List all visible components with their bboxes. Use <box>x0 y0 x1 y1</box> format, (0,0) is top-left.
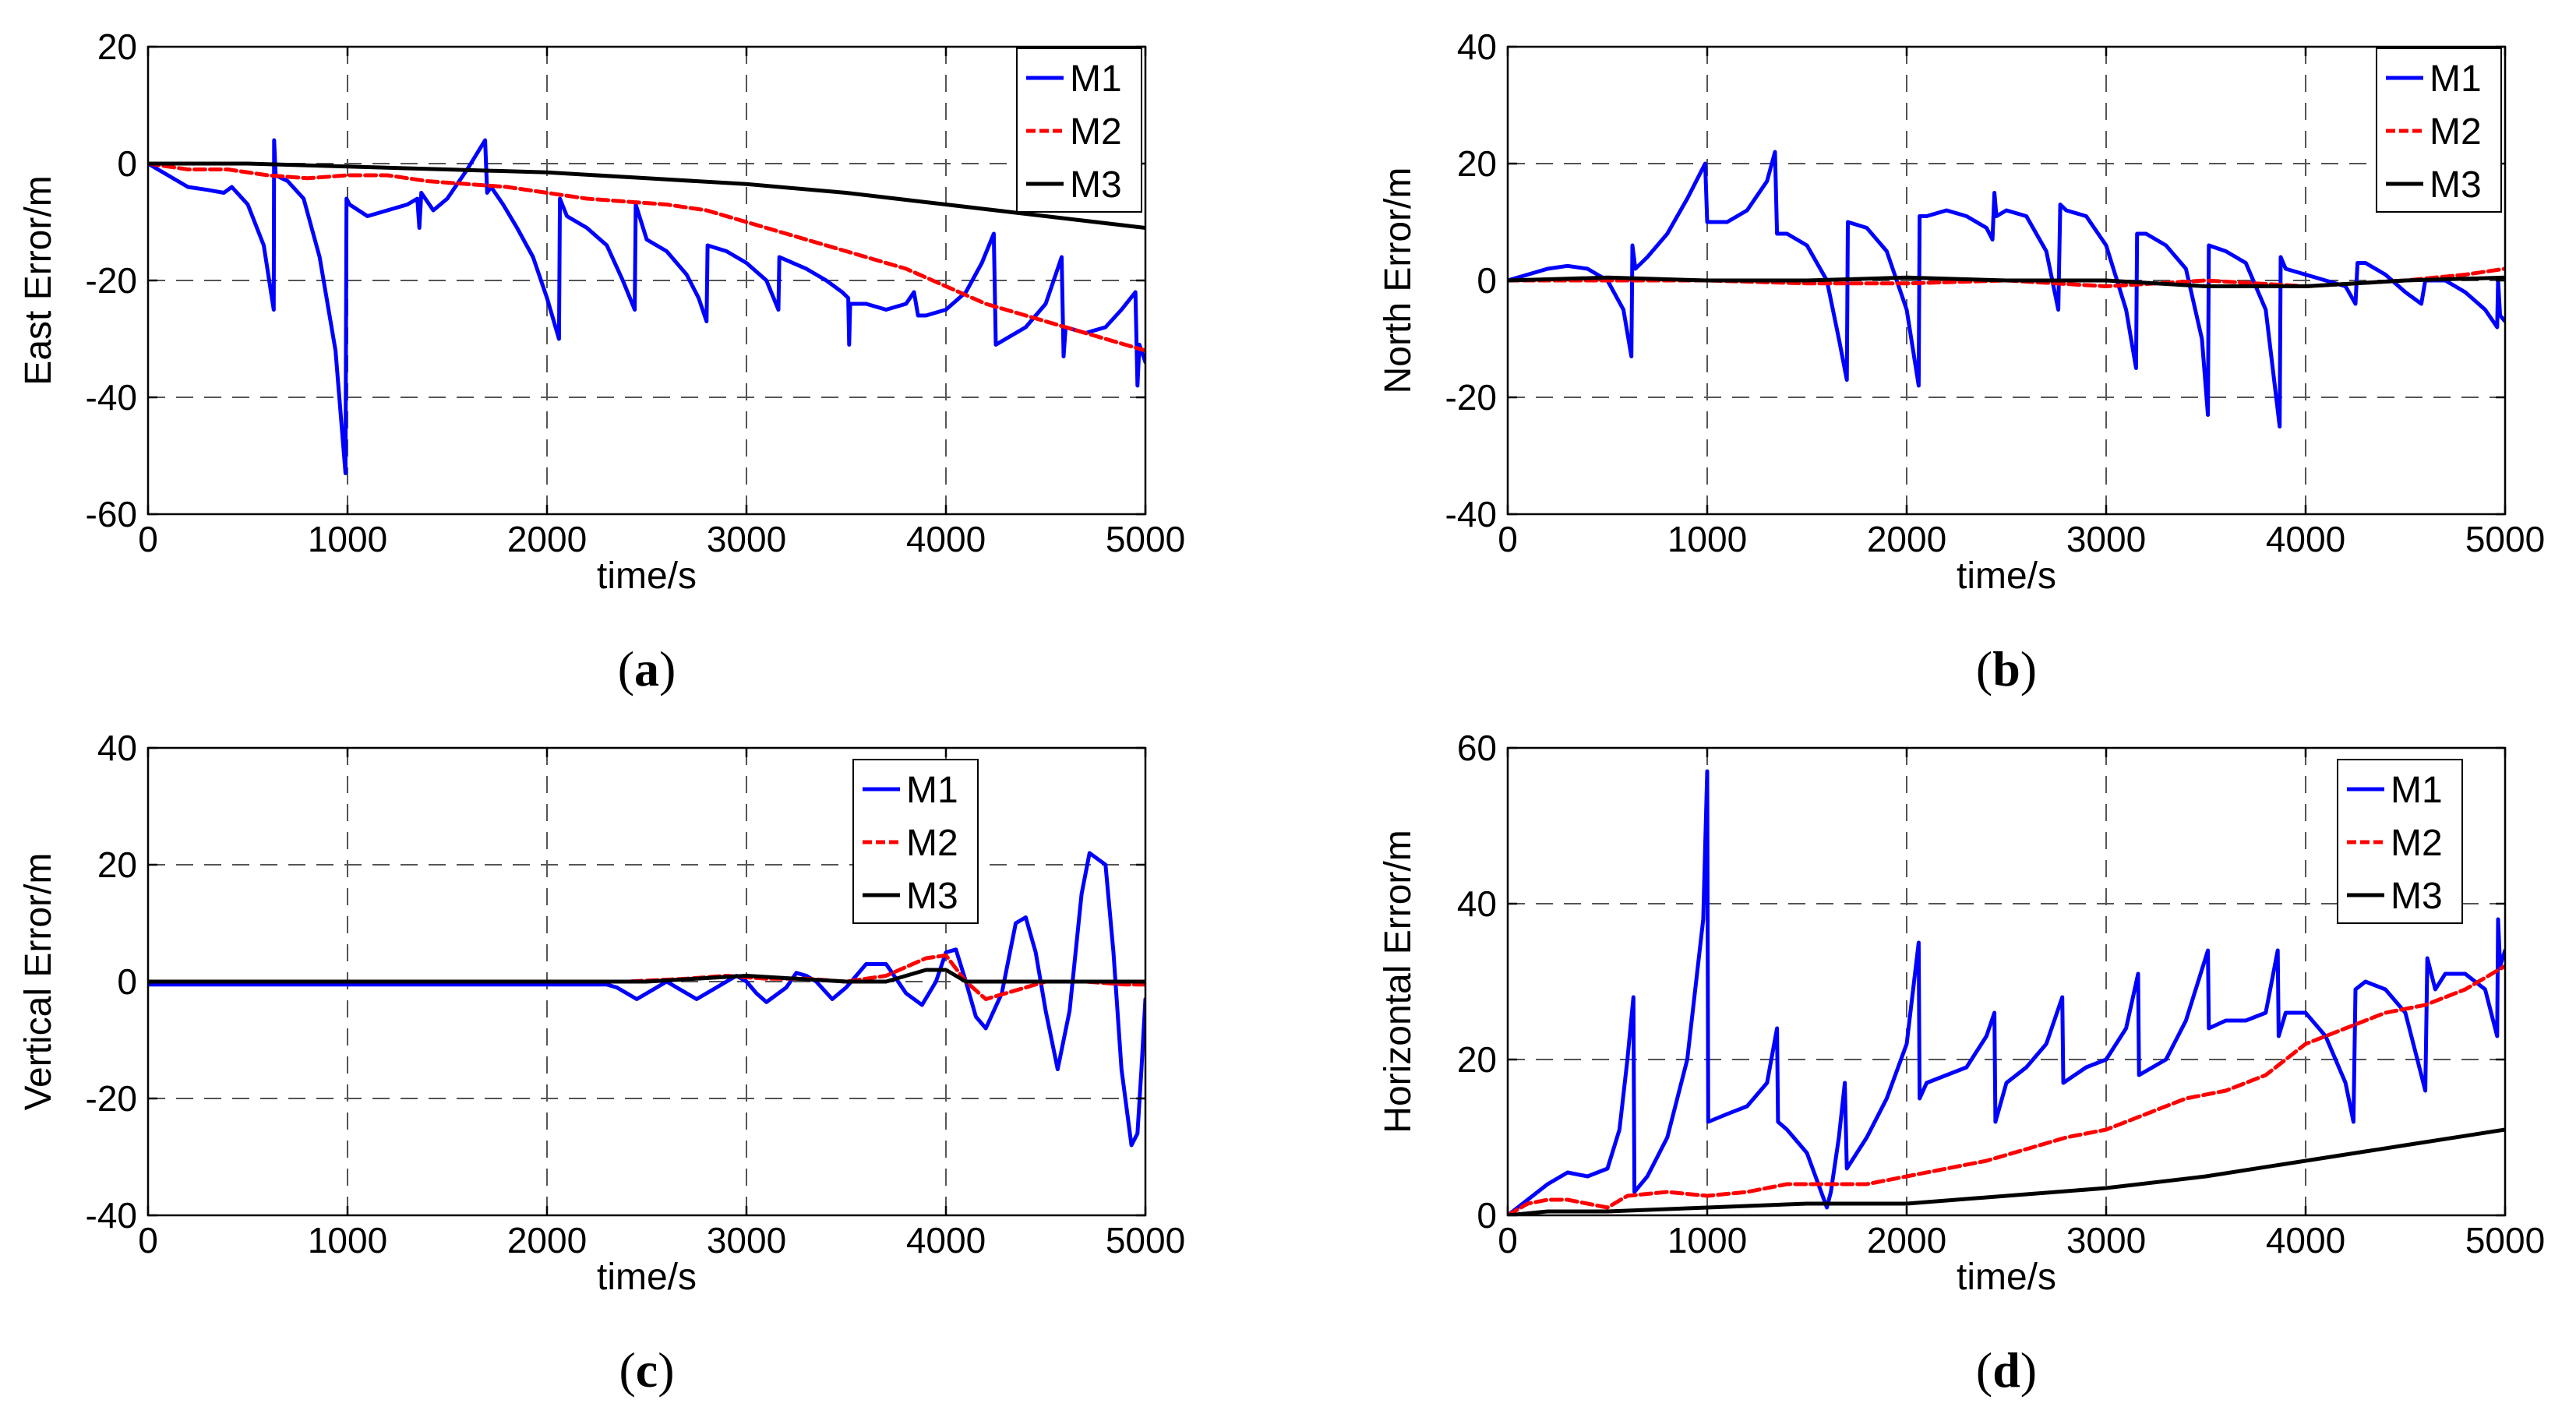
panel-caption-letter: a <box>634 641 659 696</box>
panel-caption-letter: b <box>1992 641 2020 696</box>
x-tick-label: 2000 <box>507 519 587 559</box>
legend-label-m3: M3 <box>906 876 958 917</box>
x-tick-label: 2000 <box>507 1220 587 1261</box>
y-axis-label: Vertical Error/m <box>18 853 59 1111</box>
y-tick-label: 0 <box>1477 260 1497 301</box>
x-tick-label: 4000 <box>906 519 986 559</box>
x-tick-label: 5000 <box>2465 1220 2545 1261</box>
x-tick-label: 1000 <box>308 1220 387 1261</box>
series-line-m3 <box>148 161 1145 230</box>
y-tick-label: -20 <box>86 1078 137 1119</box>
x-tick-label: 1000 <box>1667 519 1747 559</box>
y-tick-label: 0 <box>117 961 137 1002</box>
series-line-m3 <box>1508 1127 2505 1215</box>
series-line-m3 <box>1508 275 2505 288</box>
x-tick-label: 0 <box>138 519 158 559</box>
legend-label-m3: M3 <box>1070 164 1122 206</box>
x-tick-label: 2000 <box>1867 1220 1946 1261</box>
x-tick-label: 3000 <box>707 519 786 559</box>
y-tick-label: -20 <box>1445 377 1497 418</box>
legend-label-m2: M2 <box>1070 111 1122 153</box>
x-tick-label: 4000 <box>906 1220 986 1261</box>
x-tick-label: 0 <box>1498 519 1518 559</box>
x-tick-label: 5000 <box>2465 519 2545 559</box>
legend-label-m2: M2 <box>906 823 958 864</box>
legend: M1 M2 M3 <box>2376 48 2502 213</box>
x-tick-label: 3000 <box>2066 519 2146 559</box>
chart-panel-b: 0 1000 2000 3000 4000 5000 -40 -20 0 20 40 time/s No… <box>1378 26 2545 696</box>
y-tick-label: 0 <box>1477 1195 1497 1236</box>
panel-caption: (c) <box>619 1342 674 1398</box>
legend: M1 M2 M3 <box>2337 759 2463 924</box>
series-line-m3 <box>148 968 1145 984</box>
series-line-m1 <box>148 851 1145 1148</box>
panel-caption: (a) <box>618 641 676 696</box>
legend-label-m2: M2 <box>2430 111 2482 153</box>
legend-label-m1: M1 <box>906 770 958 811</box>
x-tick-label: 2000 <box>1867 519 1946 559</box>
y-tick-label: 20 <box>1457 1039 1497 1080</box>
chart-panel-a: 0 1000 2000 3000 4000 5000 -60 -40 -20 0 20 time/s E… <box>18 26 1185 696</box>
x-axis-label: time/s <box>1957 555 2056 597</box>
legend-label-m1: M1 <box>1070 58 1122 100</box>
legend-label-m3: M3 <box>2391 876 2443 917</box>
chart-panel-c: 0 1000 2000 3000 4000 5000 -40 -20 0 20 40 time/s Ve… <box>18 728 1185 1398</box>
x-tick-label: 4000 <box>2266 519 2345 559</box>
x-tick-label: 4000 <box>2266 1220 2345 1261</box>
x-tick-label: 0 <box>1498 1220 1518 1261</box>
y-tick-label: 40 <box>1457 26 1497 67</box>
panel-caption: (b) <box>1976 641 2037 696</box>
x-tick-label: 3000 <box>707 1220 786 1261</box>
chart-panel-d: 0 1000 2000 3000 4000 5000 0 20 40 60 time/s Horizo… <box>1378 728 2545 1398</box>
series-line-m1 <box>1508 150 2505 428</box>
x-tick-label: 5000 <box>1106 519 1185 559</box>
y-tick-label: -40 <box>86 1195 137 1236</box>
x-tick-label: 5000 <box>1106 1220 1185 1261</box>
series-line-m1 <box>148 138 1145 475</box>
x-tick-label: 1000 <box>308 519 387 559</box>
legend: M1 M2 M3 <box>1016 48 1142 213</box>
plot-frame <box>1506 746 2507 1217</box>
panel-caption-letter: c <box>636 1342 658 1398</box>
y-axis-label: East Error/m <box>18 175 59 385</box>
panel-caption-letter: d <box>1992 1342 2020 1398</box>
legend-label-m3: M3 <box>2430 164 2482 206</box>
x-axis-label: time/s <box>597 555 697 597</box>
y-tick-label: 20 <box>97 26 137 67</box>
y-tick-label: -20 <box>86 260 137 301</box>
y-axis-label: North Error/m <box>1378 167 1419 394</box>
y-tick-label: -40 <box>1445 494 1497 534</box>
legend: M1 M2 M3 <box>852 759 979 924</box>
y-tick-label: -40 <box>86 377 137 418</box>
x-axis-label: time/s <box>1957 1257 2056 1298</box>
plot-area <box>148 47 1145 514</box>
y-tick-label: 40 <box>1457 883 1497 924</box>
y-tick-label: 40 <box>97 728 137 768</box>
y-axis-label: Horizontal Error/m <box>1378 830 1419 1133</box>
y-tick-label: 60 <box>1457 728 1497 768</box>
y-tick-label: 20 <box>97 844 137 885</box>
x-tick-label: 3000 <box>2066 1220 2146 1261</box>
panel-caption: (d) <box>1976 1342 2037 1398</box>
x-axis-label: time/s <box>597 1257 697 1298</box>
series-line-m2 <box>148 161 1145 353</box>
x-tick-label: 0 <box>138 1220 158 1261</box>
y-tick-label: 20 <box>1457 143 1497 184</box>
legend-label-m2: M2 <box>2391 823 2443 864</box>
legend-label-m1: M1 <box>2430 58 2482 100</box>
legend-label-m1: M1 <box>2391 770 2443 811</box>
y-tick-label: -60 <box>86 494 137 534</box>
x-tick-label: 1000 <box>1667 1220 1747 1261</box>
y-tick-label: 0 <box>117 143 137 184</box>
series-line-m2 <box>1508 964 2505 1215</box>
series-line-m1 <box>1508 769 2505 1215</box>
